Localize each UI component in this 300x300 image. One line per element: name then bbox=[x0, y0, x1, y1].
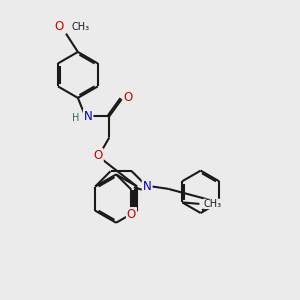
Text: CH₃: CH₃ bbox=[72, 22, 90, 32]
Text: O: O bbox=[124, 91, 133, 104]
Text: O: O bbox=[94, 149, 103, 162]
Text: CH₃: CH₃ bbox=[203, 199, 222, 209]
Text: O: O bbox=[54, 20, 63, 33]
Text: N: N bbox=[143, 180, 152, 193]
Text: H: H bbox=[72, 113, 80, 124]
Text: N: N bbox=[84, 110, 92, 123]
Text: O: O bbox=[127, 208, 136, 221]
